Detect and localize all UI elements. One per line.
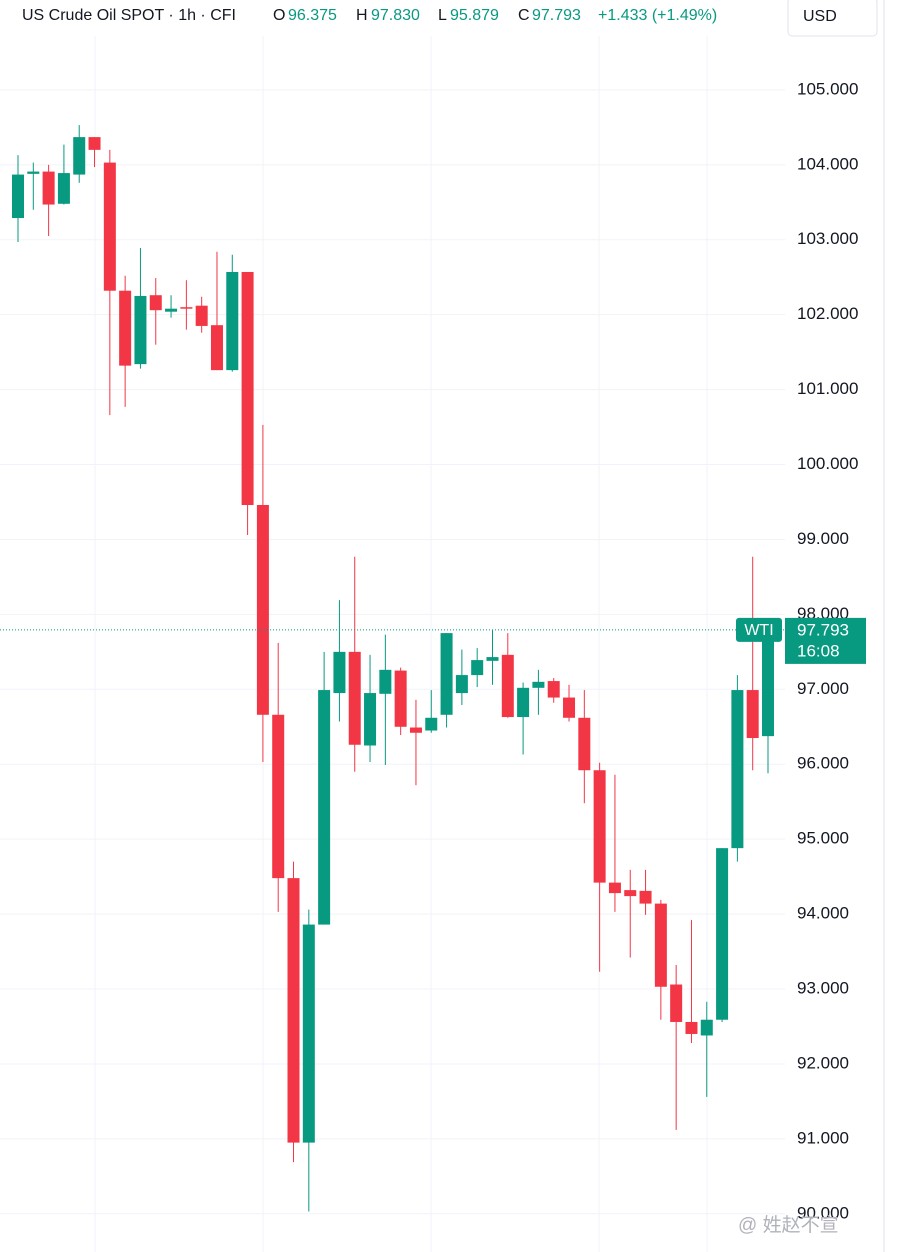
y-tick-label: 102.000 [797, 304, 858, 323]
chart-title: US Crude Oil SPOT · 1h · CFI [22, 7, 236, 24]
candle-body [440, 633, 453, 715]
candle-body [318, 690, 331, 925]
candle-body [379, 669, 392, 694]
grid: 90.000 91.000 92.000 93.000 94.000 95.000 96.0… [0, 79, 858, 1222]
y-tick-label: 97.000 [797, 679, 849, 698]
price-tag-name-box [736, 617, 782, 642]
candle-body [27, 171, 40, 174]
vertical-grid [94, 36, 708, 1252]
candle-body [578, 717, 591, 771]
price-tag-box [785, 617, 866, 664]
candle-body [272, 714, 285, 879]
candle-body [134, 295, 147, 365]
candle-body [73, 137, 86, 175]
candle-body [517, 687, 530, 718]
ohlc-label: O [273, 7, 285, 24]
candle-body [654, 903, 667, 987]
watermark: @ 姓赵不宣 [738, 1214, 839, 1236]
y-tick-label: 104.000 [797, 154, 858, 173]
candle-body [210, 325, 223, 371]
candle-body [685, 1021, 698, 1034]
ohlc-value: 95.879 [450, 7, 499, 24]
y-tick-label: 99.000 [797, 529, 849, 548]
ohlc-label: C [518, 7, 530, 24]
candle-body [762, 629, 774, 737]
y-tick-label: 101.000 [797, 379, 858, 398]
ohlc-value: 97.830 [371, 7, 420, 24]
candle-body [608, 882, 621, 894]
overlay: WTI 97.793 16:08 [0, 617, 866, 664]
candle-body [731, 690, 744, 849]
candle-body [486, 657, 499, 661]
ohlc-value: 97.793 [532, 7, 581, 24]
candle-body [302, 924, 315, 1143]
candle-body [180, 307, 193, 309]
y-tick-label: 100.000 [797, 454, 858, 473]
candle-body [333, 651, 346, 694]
candle-body [241, 271, 254, 505]
price-tag-name: WTI [744, 622, 773, 639]
candle-body [256, 504, 269, 715]
y-tick-label: 92.000 [797, 1053, 849, 1072]
candle-body [624, 890, 637, 897]
candle-body [563, 697, 576, 718]
price-tag-countdown: 16:08 [797, 641, 840, 660]
candle-body [455, 675, 468, 694]
candle-body [716, 848, 729, 1020]
y-tick-label: 96.000 [797, 754, 849, 773]
candle-body [88, 137, 101, 150]
currency-box[interactable] [787, 0, 878, 37]
change: +1.433 (+1.49%) [598, 7, 717, 24]
candle-body [394, 670, 407, 727]
candle-body [639, 890, 652, 904]
price-tag-value: 97.793 [797, 620, 849, 639]
candle-body [409, 727, 422, 733]
candle-body [42, 171, 55, 205]
candle-body [226, 271, 239, 371]
y-tick-label: 95.000 [797, 829, 849, 848]
candle-body [57, 173, 70, 204]
candle-body [746, 690, 759, 739]
candle-body [119, 290, 132, 366]
candle-body [532, 681, 545, 688]
candle-body [103, 162, 116, 291]
candle-body [425, 717, 438, 731]
candle-body [471, 660, 484, 676]
currency[interactable]: USD [803, 8, 837, 25]
ohlc-value: 96.375 [288, 7, 337, 24]
candle-body [149, 295, 162, 311]
y-tick-label: 103.000 [797, 229, 858, 248]
candle-body [501, 654, 514, 718]
y-tick-label: 90.000 [797, 1203, 849, 1222]
y-tick-label: 93.000 [797, 978, 849, 997]
candles [12, 125, 774, 1212]
ohlc-label: H [356, 7, 368, 24]
candle-body [547, 681, 560, 698]
candle-body [287, 878, 300, 1143]
candle-body [348, 651, 361, 745]
candle-body [165, 308, 178, 312]
y-tick-label: 105.000 [797, 79, 858, 98]
candle-body [195, 305, 208, 326]
candle-body [364, 693, 377, 746]
candle-body [593, 770, 606, 883]
candle-body [670, 984, 683, 1022]
ohlc-label: L [438, 7, 447, 24]
candle-body [12, 174, 24, 219]
y-tick-label: 91.000 [797, 1128, 849, 1147]
candle-body [700, 1019, 713, 1036]
y-tick-label: 94.000 [797, 904, 849, 923]
